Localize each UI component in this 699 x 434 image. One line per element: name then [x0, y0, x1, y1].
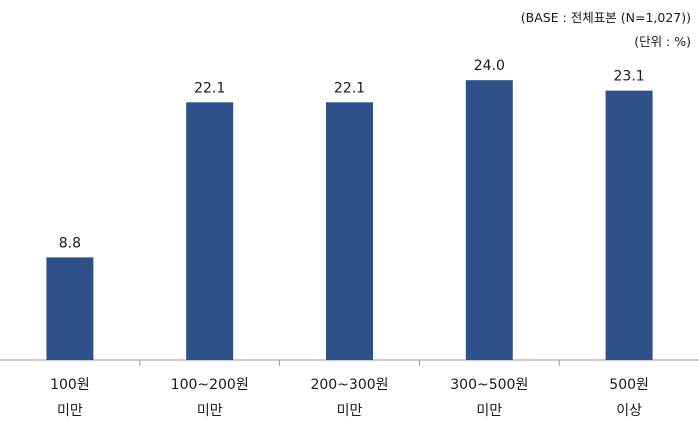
category-label-5-line-1: 500원: [609, 377, 649, 393]
value-label-5: 23.1: [614, 69, 645, 85]
bar-4: [465, 80, 513, 361]
category-label-4-line-2: 미만: [476, 403, 502, 419]
category-label-1-line-1: 100원: [50, 377, 90, 393]
category-label-3-line-2: 미만: [337, 403, 363, 419]
bar-3: [326, 102, 373, 360]
bar-1: [46, 257, 94, 360]
value-label-1: 8.8: [59, 235, 81, 251]
base-note: (BASE : 전체표본 (N=1,027)): [520, 10, 691, 25]
category-label-2-line-1: 100~200원: [171, 377, 249, 393]
bar-2: [186, 102, 234, 360]
bar-5: [605, 90, 653, 360]
category-label-2-line-2: 미만: [197, 403, 223, 419]
value-label-3: 22.1: [334, 80, 365, 96]
category-label-4-line-1: 300~500원: [450, 377, 528, 393]
value-label-4: 24.0: [474, 58, 505, 74]
category-label-1-line-2: 미만: [57, 403, 83, 419]
unit-note: (단위 : %): [634, 34, 691, 49]
category-label-5-line-2: 이상: [616, 403, 642, 419]
category-label-3-line-1: 200~300원: [310, 377, 388, 393]
value-label-2: 22.1: [194, 80, 225, 96]
